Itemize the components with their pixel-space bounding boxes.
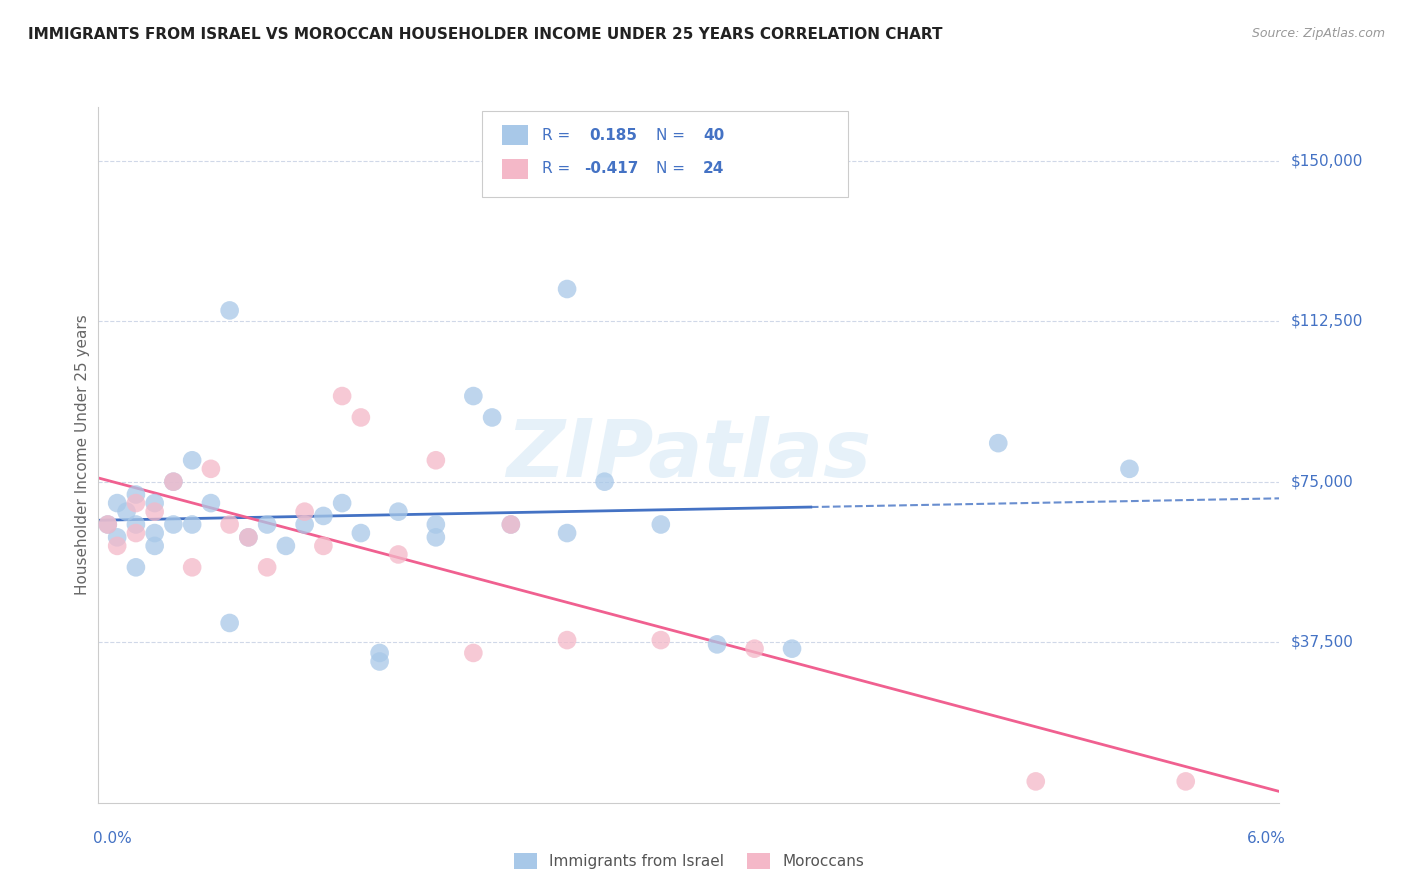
Point — [105, 539, 128, 553]
Point — [1118, 462, 1140, 476]
Point — [125, 560, 148, 574]
Point — [256, 517, 278, 532]
Point — [218, 303, 240, 318]
FancyBboxPatch shape — [502, 159, 529, 178]
FancyBboxPatch shape — [502, 126, 529, 145]
Text: R =: R = — [543, 128, 575, 143]
Point — [555, 282, 578, 296]
Text: $37,500: $37,500 — [1291, 635, 1354, 649]
Point — [162, 475, 184, 489]
Point — [555, 633, 578, 648]
Point — [200, 496, 222, 510]
Point — [499, 517, 522, 532]
Point — [143, 526, 166, 541]
Text: 6.0%: 6.0% — [1247, 830, 1285, 846]
Point — [115, 505, 138, 519]
Point — [294, 505, 316, 519]
Text: 24: 24 — [703, 161, 724, 177]
Text: -0.417: -0.417 — [583, 161, 638, 177]
Point — [181, 517, 204, 532]
Point — [706, 637, 728, 651]
Point — [238, 530, 260, 544]
Point — [499, 517, 522, 532]
Point — [312, 508, 335, 523]
Point — [425, 530, 447, 544]
Point — [162, 475, 184, 489]
Text: 0.185: 0.185 — [589, 128, 638, 143]
Point — [97, 517, 120, 532]
Point — [425, 517, 447, 532]
Text: 40: 40 — [703, 128, 724, 143]
Point — [125, 517, 148, 532]
Point — [97, 517, 120, 532]
Point — [330, 496, 353, 510]
Text: 0.0%: 0.0% — [93, 830, 131, 846]
Point — [256, 560, 278, 574]
Point — [200, 462, 222, 476]
Point — [125, 487, 148, 501]
FancyBboxPatch shape — [482, 111, 848, 197]
Point — [425, 453, 447, 467]
Point — [368, 655, 391, 669]
Y-axis label: Householder Income Under 25 years: Householder Income Under 25 years — [75, 315, 90, 595]
Point — [274, 539, 297, 553]
Point — [387, 505, 409, 519]
Text: $112,500: $112,500 — [1291, 314, 1362, 328]
Point — [1025, 774, 1047, 789]
Text: N =: N = — [655, 128, 690, 143]
Point — [387, 548, 409, 562]
Point — [593, 475, 616, 489]
Point — [481, 410, 503, 425]
Text: R =: R = — [543, 161, 575, 177]
Text: $150,000: $150,000 — [1291, 153, 1362, 168]
Point — [218, 517, 240, 532]
Text: ZIPatlas: ZIPatlas — [506, 416, 872, 494]
Point — [294, 517, 316, 532]
Point — [330, 389, 353, 403]
Point — [650, 633, 672, 648]
Point — [987, 436, 1010, 450]
Legend: Immigrants from Israel, Moroccans: Immigrants from Israel, Moroccans — [508, 847, 870, 875]
Point — [238, 530, 260, 544]
Point — [125, 526, 148, 541]
Point — [350, 526, 373, 541]
Point — [368, 646, 391, 660]
Text: Source: ZipAtlas.com: Source: ZipAtlas.com — [1251, 27, 1385, 40]
Point — [555, 526, 578, 541]
Point — [744, 641, 766, 656]
Point — [105, 530, 128, 544]
Point — [463, 389, 485, 403]
Text: $75,000: $75,000 — [1291, 475, 1354, 489]
Point — [162, 517, 184, 532]
Point — [650, 517, 672, 532]
Point — [181, 453, 204, 467]
Text: N =: N = — [655, 161, 690, 177]
Point — [312, 539, 335, 553]
Point — [218, 615, 240, 630]
Point — [350, 410, 373, 425]
Point — [125, 496, 148, 510]
Text: IMMIGRANTS FROM ISRAEL VS MOROCCAN HOUSEHOLDER INCOME UNDER 25 YEARS CORRELATION: IMMIGRANTS FROM ISRAEL VS MOROCCAN HOUSE… — [28, 27, 942, 42]
Point — [463, 646, 485, 660]
Point — [1174, 774, 1197, 789]
Point — [143, 496, 166, 510]
Point — [181, 560, 204, 574]
Point — [143, 539, 166, 553]
Point — [780, 641, 803, 656]
Point — [105, 496, 128, 510]
Point — [143, 505, 166, 519]
